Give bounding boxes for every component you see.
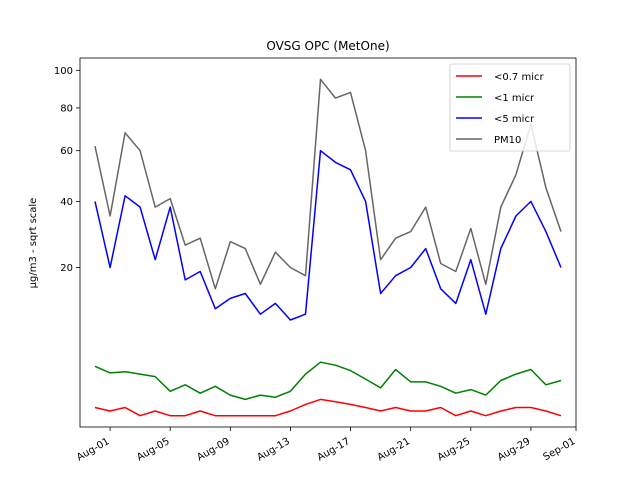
legend: <0.7 micr <1 micr <5 micr PM10 xyxy=(449,63,571,152)
plot-frame xyxy=(79,57,577,428)
legend-label-1: <1 micr xyxy=(494,93,535,104)
y-axis-label: µg/m3 - sqrt scale xyxy=(28,198,39,289)
legend-label-0: <0.7 micr xyxy=(494,72,544,83)
x-tick-label: Aug-05 xyxy=(135,436,172,463)
x-tick-label: Aug-25 xyxy=(436,436,473,463)
legend-label-3: PM10 xyxy=(494,135,521,146)
x-tick-label: Aug-17 xyxy=(315,436,352,463)
x-tick-label: Aug-01 xyxy=(75,436,112,463)
series-line-1 xyxy=(94,361,562,401)
series-line-3 xyxy=(94,78,562,290)
y-tick-label: 60 xyxy=(60,146,73,157)
y-tick-label: 20 xyxy=(60,263,73,274)
x-tick-label: Aug-09 xyxy=(195,436,232,463)
y-tick-label: 40 xyxy=(60,197,73,208)
x-tick-label: Sep-01 xyxy=(542,436,578,463)
legend-label-2: <5 micr xyxy=(494,114,535,125)
x-tick-label: Aug-13 xyxy=(255,436,292,463)
chart-title: OVSG OPC (MetOne) xyxy=(266,39,389,53)
series-line-2 xyxy=(94,149,562,321)
plot-area xyxy=(94,78,562,417)
series-line-0 xyxy=(94,398,562,417)
x-tick-label: Aug-29 xyxy=(496,436,533,463)
x-tick-label: Aug-21 xyxy=(376,436,413,463)
legend-box xyxy=(449,63,571,152)
y-tick-label: 80 xyxy=(60,103,73,114)
y-tick-label: 100 xyxy=(54,66,73,77)
